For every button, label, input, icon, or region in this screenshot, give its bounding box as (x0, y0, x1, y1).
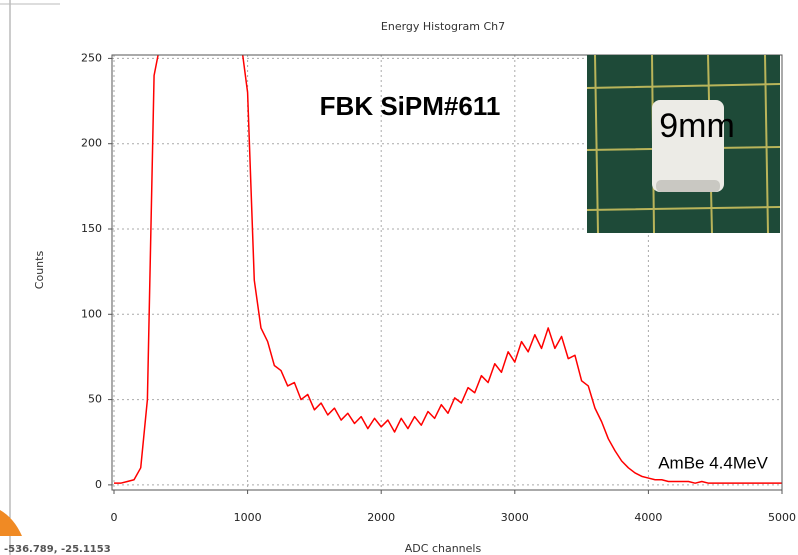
y-tick-label: 250 (81, 51, 102, 64)
y-axis-label: Counts (33, 251, 46, 290)
photo-inset (586, 54, 781, 234)
decoration (0, 510, 22, 536)
plot-frame (111, 54, 783, 491)
chart-title: Energy Histogram Ch7 (381, 20, 505, 33)
x-tick-label: 5000 (768, 511, 796, 524)
data-line (114, 55, 782, 484)
ticks: 0 50 100 150 200 250 0 1000 2000 3000 4000 5000 (81, 51, 796, 524)
x-tick-label: 1000 (234, 511, 262, 524)
x-tick-label: 0 (111, 511, 118, 524)
x-tick-label: 4000 (634, 511, 662, 524)
y-tick-label: 100 (81, 307, 102, 320)
annotation: AmBe 4.4MeV (658, 453, 768, 472)
y-tick-label: 50 (88, 393, 102, 406)
x-axis-label: ADC channels (405, 542, 482, 555)
x-tick-label: 2000 (367, 511, 395, 524)
annotation: FBK SiPM#611 (320, 91, 501, 121)
annotation: 9mm (659, 107, 735, 145)
plot-area (114, 55, 782, 484)
cursor-readout: -536.789, -25.1153 (4, 544, 111, 555)
photo-cube-shadow (656, 180, 720, 192)
y-tick-label: 200 (81, 137, 102, 150)
photo-cube (652, 100, 724, 192)
x-tick-label: 3000 (501, 511, 529, 524)
grid (112, 55, 783, 490)
y-tick-label: 0 (95, 478, 102, 491)
y-tick-label: 150 (81, 222, 102, 235)
